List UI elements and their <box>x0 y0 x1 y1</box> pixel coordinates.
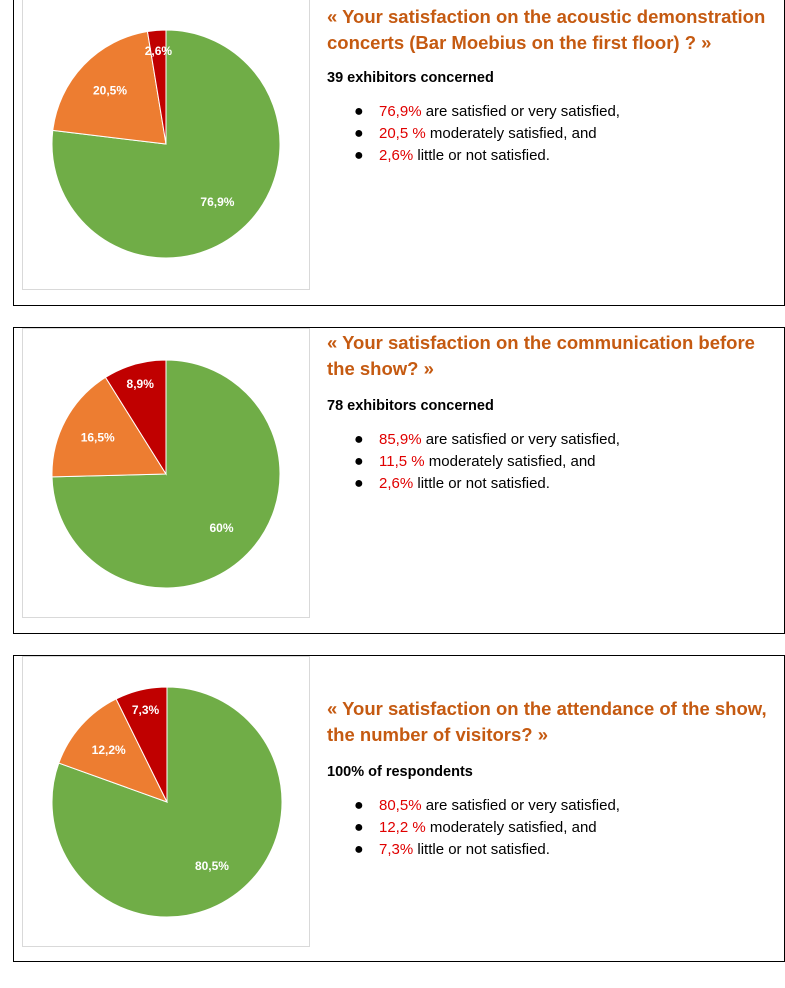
pie-slice-label-1: 20,5% <box>93 83 127 97</box>
result-list: ● 80,5% are satisfied or very satisfied, … <box>327 795 774 861</box>
question-title: « Your satisfaction on the attendance of… <box>327 698 767 745</box>
result-percent: 20,5 % <box>379 125 426 142</box>
result-text: little or not satisfied. <box>413 475 550 492</box>
pie-slice-1 <box>51 376 167 478</box>
survey-panel-acoustic-concerts: 76,9% 20,5% 2,6% « Your satisfaction on th… <box>13 0 785 306</box>
question-block: « Your satisfaction on the communication… <box>327 330 774 495</box>
respondent-count: 78 exhibitors concerned <box>327 398 494 414</box>
result-item-moderate: ● 12,2 % moderately satisfied, and <box>327 817 774 839</box>
pie-slice-label-2: 2,6% <box>145 44 173 58</box>
pie-chart-box: 76,9% 20,5% 2,6% <box>22 0 310 290</box>
result-text: little or not satisfied. <box>413 147 550 164</box>
pie-slice-label-1: 12,2% <box>92 743 126 757</box>
result-item-moderate: ● 11,5 % moderately satisfied, and <box>327 451 774 473</box>
pie-slice-label-0: 80,5% <box>195 859 229 873</box>
pie-slice-2 <box>115 686 168 803</box>
pie-chart: 60% 16,5% 8,9% <box>51 359 281 589</box>
result-text: moderately satisfied, and <box>425 819 597 836</box>
result-item-satisfied: ● 85,9% are satisfied or very satisfied, <box>327 429 774 451</box>
pie-slice-2 <box>104 359 167 476</box>
result-item-unsatisfied: ● 7,3% little or not satisfied. <box>327 839 774 861</box>
pie-slice-label-0: 60% <box>209 521 233 535</box>
pie-slice-label-0: 76,9% <box>200 195 234 209</box>
result-percent: 2,6% <box>379 475 414 492</box>
result-text: little or not satisfied. <box>413 841 550 858</box>
pie-chart-box: 60% 16,5% 8,9% <box>22 328 310 618</box>
question-title: « Your satisfaction on the acoustic demo… <box>327 6 766 53</box>
bullet-icon: ● <box>354 819 364 836</box>
result-percent: 7,3% <box>379 841 414 858</box>
respondent-count: 100% of respondents <box>327 764 473 780</box>
pie-slice-label-2: 8,9% <box>127 377 155 391</box>
pie-slice-2 <box>146 29 167 145</box>
pie-chart: 76,9% 20,5% 2,6% <box>51 29 281 259</box>
result-percent: 76,9% <box>379 103 422 120</box>
question-title: « Your satisfaction on the communication… <box>327 332 755 379</box>
result-item-satisfied: ● 80,5% are satisfied or very satisfied, <box>327 795 774 817</box>
pie-chart-box: 80,5% 12,2% 7,3% <box>22 656 310 947</box>
result-item-unsatisfied: ● 2,6% little or not satisfied. <box>327 145 774 167</box>
bullet-icon: ● <box>354 797 364 814</box>
bullet-icon: ● <box>354 125 364 142</box>
pie-slice-1 <box>58 698 168 803</box>
result-item-unsatisfied: ● 2,6% little or not satisfied. <box>327 473 774 495</box>
survey-panel-communication: 60% 16,5% 8,9% « Your satisfaction on the … <box>13 327 785 634</box>
result-percent: 85,9% <box>379 431 422 448</box>
question-block: « Your satisfaction on the acoustic demo… <box>327 4 774 167</box>
bullet-icon: ● <box>354 147 364 164</box>
result-text: are satisfied or very satisfied, <box>421 797 620 814</box>
survey-panel-attendance: 80,5% 12,2% 7,3% « Your satisfaction on th… <box>13 655 785 962</box>
result-percent: 2,6% <box>379 147 414 164</box>
question-block: « Your satisfaction on the attendance of… <box>327 696 774 861</box>
bullet-icon: ● <box>354 453 364 470</box>
bullet-icon: ● <box>354 841 364 858</box>
pie-slice-label-2: 7,3% <box>132 703 160 717</box>
result-percent: 80,5% <box>379 797 422 814</box>
result-text: moderately satisfied, and <box>425 125 597 142</box>
pie-slice-1 <box>52 30 167 145</box>
result-percent: 11,5 % <box>379 453 425 470</box>
respondent-count: 39 exhibitors concerned <box>327 70 494 86</box>
result-list: ● 76,9% are satisfied or very satisfied, … <box>327 101 774 167</box>
result-list: ● 85,9% are satisfied or very satisfied, … <box>327 429 774 495</box>
result-text: moderately satisfied, and <box>424 453 596 470</box>
result-percent: 12,2 % <box>379 819 426 836</box>
result-item-satisfied: ● 76,9% are satisfied or very satisfied, <box>327 101 774 123</box>
bullet-icon: ● <box>354 431 364 448</box>
bullet-icon: ● <box>354 103 364 120</box>
pie-slice-label-1: 16,5% <box>81 430 115 444</box>
pie-slice-0 <box>51 359 281 589</box>
result-text: are satisfied or very satisfied, <box>421 103 620 120</box>
bullet-icon: ● <box>354 475 364 492</box>
pie-chart: 80,5% 12,2% 7,3% <box>51 686 283 918</box>
result-item-moderate: ● 20,5 % moderately satisfied, and <box>327 123 774 145</box>
result-text: are satisfied or very satisfied, <box>421 431 620 448</box>
